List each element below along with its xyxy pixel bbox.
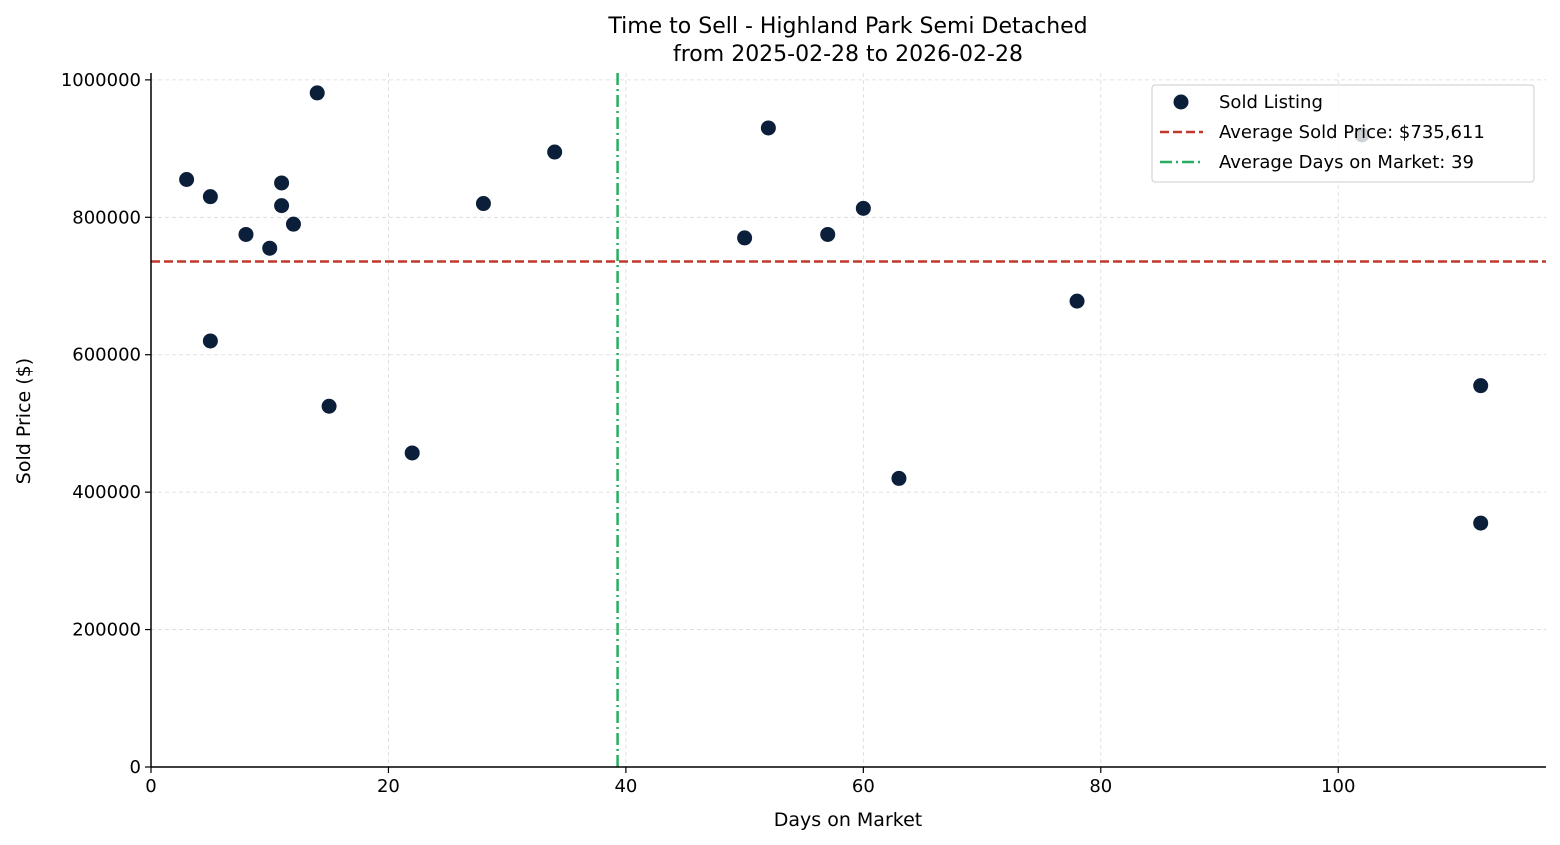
scatter-point xyxy=(1069,293,1085,309)
scatter-point xyxy=(891,470,907,486)
y-tick-label: 0 xyxy=(130,757,141,778)
grid-lines xyxy=(151,73,1546,767)
legend: Sold Listing Average Sold Price: $735,61… xyxy=(1151,84,1535,183)
scatter-point xyxy=(285,216,301,232)
y-tick-label: 400000 xyxy=(72,482,141,503)
x-axis-ticks: 0 20 40 60 80 100 xyxy=(145,767,1355,797)
x-axis-label: Days on Market xyxy=(774,809,922,831)
x-tick-label: 80 xyxy=(1089,776,1112,797)
scatter-point xyxy=(202,333,218,349)
scatter-point xyxy=(309,85,325,101)
y-tick-label: 800000 xyxy=(72,207,141,228)
x-tick-label: 40 xyxy=(614,776,637,797)
scatter-point xyxy=(820,226,836,242)
x-tick-label: 60 xyxy=(852,776,875,797)
legend-label-average-days: Average Days on Market: 39 xyxy=(1219,152,1474,173)
scatter-point xyxy=(1473,378,1489,394)
legend-label-average-price: Average Sold Price: $735,611 xyxy=(1219,122,1485,143)
chart-subtitle: from 2025-02-28 to 2026-02-28 xyxy=(673,42,1023,67)
y-tick-label: 600000 xyxy=(72,345,141,366)
y-tick-label: 1000000 xyxy=(61,70,141,91)
scatter-point xyxy=(547,144,563,160)
scatter-point xyxy=(274,198,290,214)
scatter-point xyxy=(760,120,776,136)
data-points xyxy=(179,85,1489,531)
y-tick-label: 200000 xyxy=(72,620,141,641)
scatter-point xyxy=(855,200,871,216)
x-tick-label: 100 xyxy=(1321,776,1355,797)
chart-title: Time to Sell - Highland Park Semi Detach… xyxy=(607,14,1087,39)
legend-box xyxy=(1151,84,1535,183)
scatter-point xyxy=(238,226,254,242)
scatter-point xyxy=(274,175,290,191)
scatter-point xyxy=(404,445,420,461)
scatter-point xyxy=(179,172,195,188)
x-tick-label: 0 xyxy=(145,776,156,797)
scatter-point xyxy=(262,240,278,256)
x-tick-label: 20 xyxy=(377,776,400,797)
y-axis-ticks: 0 200000 400000 600000 800000 1000000 xyxy=(61,70,151,778)
scatter-point xyxy=(1473,515,1489,531)
legend-label-sold-listing: Sold Listing xyxy=(1219,92,1323,113)
legend-marker-sold-listing xyxy=(1173,94,1189,110)
scatter-point xyxy=(202,189,218,205)
scatter-point xyxy=(737,230,753,246)
scatter-point xyxy=(321,398,337,414)
y-axis-label: Sold Price ($) xyxy=(13,358,35,484)
scatter-point xyxy=(475,196,491,212)
